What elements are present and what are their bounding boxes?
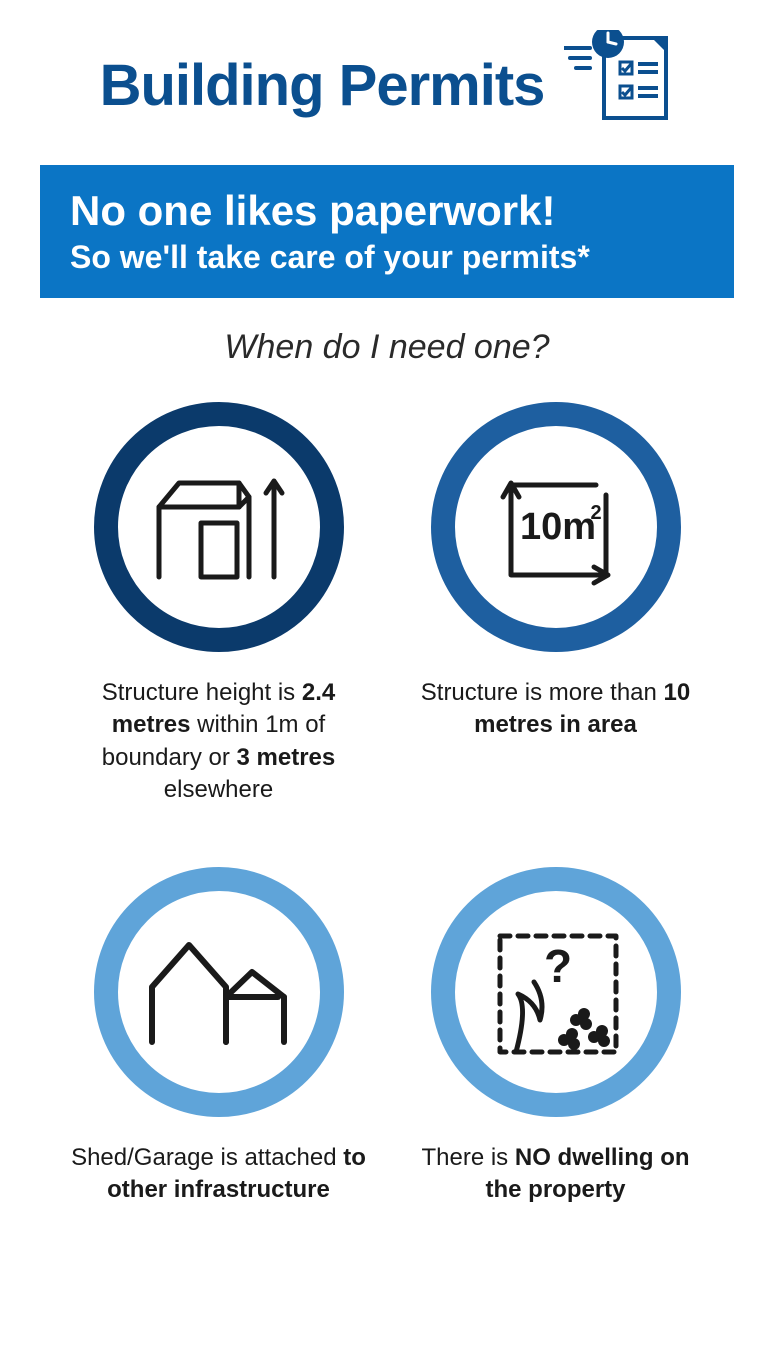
no-dwelling-icon: ? xyxy=(476,912,636,1072)
attached-shed-icon xyxy=(134,917,304,1067)
criteria-caption: There is NO dwelling on the property xyxy=(407,1142,704,1207)
page-title: Building Permits xyxy=(100,52,545,119)
criteria-icon-circle: ? xyxy=(431,867,681,1117)
svg-text:?: ? xyxy=(543,940,571,992)
criteria-caption: Structure height is 2.4 metres within 1m… xyxy=(70,677,367,807)
banner: No one likes paperwork! So we'll take ca… xyxy=(40,165,734,298)
svg-text:10m: 10m xyxy=(519,506,595,548)
criteria-icon-circle xyxy=(94,402,344,652)
svg-text:2: 2 xyxy=(590,502,601,524)
document-clock-icon xyxy=(564,30,674,140)
subheading: When do I need one? xyxy=(40,328,734,367)
banner-subline: So we'll take care of your permits* xyxy=(70,239,704,276)
criteria-icon-circle: 10m 2 xyxy=(431,402,681,652)
header: Building Permits xyxy=(40,30,734,140)
criteria-item: ? There is NO dwelling on the property xyxy=(407,867,704,1207)
criteria-item: 10m 2 Structure is more than 10 metres i… xyxy=(407,402,704,807)
criteria-item: Structure height is 2.4 metres within 1m… xyxy=(70,402,367,807)
criteria-caption: Structure is more than 10 metres in area xyxy=(407,677,704,742)
shed-height-icon xyxy=(139,447,299,607)
criteria-grid: Structure height is 2.4 metres within 1m… xyxy=(40,402,734,1206)
criteria-caption: Shed/Garage is attached to other infrast… xyxy=(70,1142,367,1207)
banner-headline: No one likes paperwork! xyxy=(70,187,704,235)
criteria-icon-circle xyxy=(94,867,344,1117)
area-icon: 10m 2 xyxy=(476,447,636,607)
criteria-item: Shed/Garage is attached to other infrast… xyxy=(70,867,367,1207)
